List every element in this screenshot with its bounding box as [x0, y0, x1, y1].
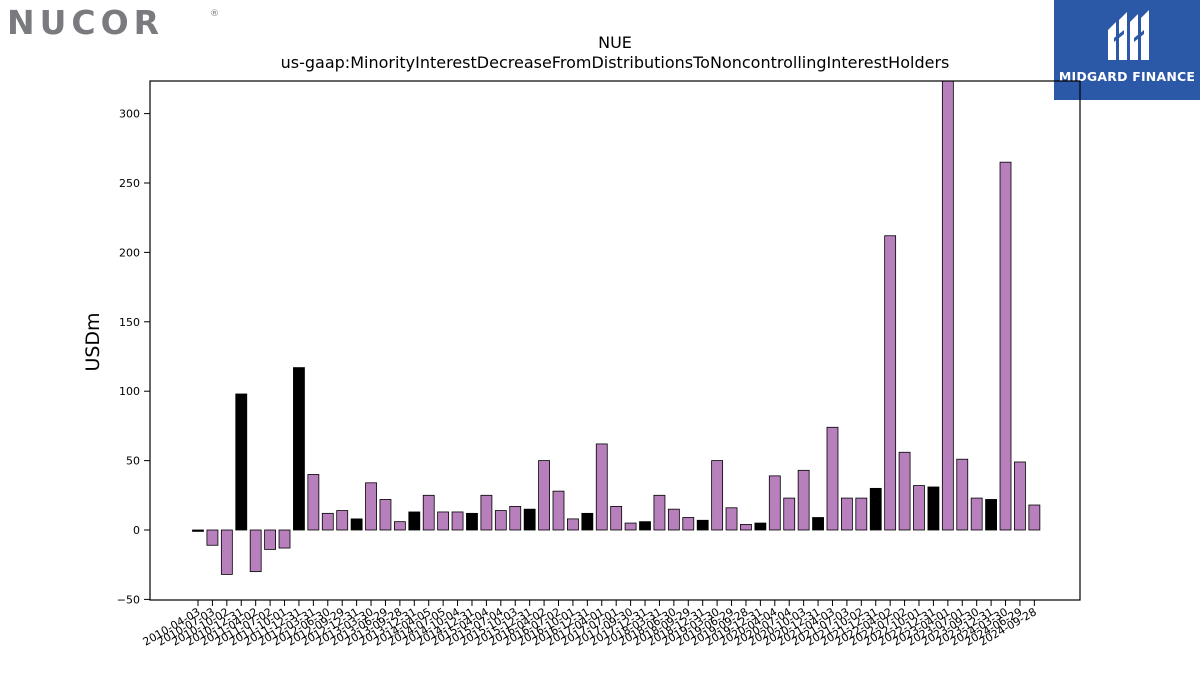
bar — [927, 486, 940, 531]
x-axis: 2010-04-032010-07-032010-10-022010-12-31… — [141, 600, 1039, 649]
y-tick-label: 250 — [119, 177, 140, 190]
bar — [725, 507, 738, 531]
bar — [494, 510, 507, 531]
bar — [220, 529, 233, 575]
bar — [639, 521, 651, 531]
bar — [768, 475, 781, 531]
y-tick-label: 150 — [119, 316, 140, 329]
y-tick-label: −50 — [117, 593, 140, 606]
bar — [667, 508, 680, 531]
nucor-logo-text: NUCOR — [7, 3, 164, 42]
bar — [624, 522, 637, 531]
bar — [451, 511, 464, 531]
bar — [826, 426, 839, 531]
bar — [999, 161, 1012, 531]
bar — [538, 460, 550, 531]
y-tick-label: 200 — [119, 246, 140, 259]
bar — [293, 367, 305, 531]
y-axis-label: USDm — [82, 312, 104, 371]
bar — [754, 522, 767, 531]
bar — [249, 529, 262, 573]
bar — [581, 512, 594, 531]
bar — [970, 497, 983, 531]
bar — [841, 497, 853, 531]
bar — [264, 529, 277, 550]
registered-mark: ® — [210, 9, 219, 19]
bar — [783, 497, 796, 531]
bar — [480, 494, 493, 531]
bar — [235, 393, 248, 531]
bar — [365, 482, 377, 531]
bar — [595, 443, 608, 531]
nucor-logo: NUCOR ® — [6, 2, 221, 42]
bar — [350, 518, 363, 531]
bar — [408, 511, 421, 531]
bar — [812, 517, 824, 531]
midgard-brand-text: MIDGARD FINANCE — [1058, 69, 1196, 84]
bar — [610, 505, 623, 531]
bar — [379, 499, 392, 531]
bar — [437, 511, 450, 531]
y-tick-label: 100 — [119, 385, 140, 398]
y-tick-label: 300 — [119, 108, 140, 121]
bar — [898, 451, 911, 531]
bar — [336, 510, 349, 531]
y-axis: −50 0 50 100 150 200 250 300 — [117, 108, 150, 606]
bar — [422, 494, 435, 531]
bar — [206, 529, 219, 546]
y-tick-label: 50 — [126, 455, 140, 468]
bar — [797, 469, 810, 531]
bar — [523, 508, 536, 531]
y-tick-label: 0 — [133, 524, 140, 537]
bar — [567, 518, 579, 531]
bar — [192, 529, 204, 532]
bar — [985, 499, 997, 531]
bar — [711, 460, 724, 531]
midgard-emblem-icon — [1108, 10, 1149, 60]
chart-title: NUE — [598, 33, 632, 52]
bar — [509, 505, 522, 531]
bar — [740, 524, 752, 531]
bar — [653, 494, 666, 531]
bar — [393, 521, 406, 531]
bar — [682, 517, 695, 531]
bar — [869, 487, 882, 531]
bar — [466, 512, 478, 531]
bar — [1028, 504, 1041, 531]
bar — [941, 80, 954, 531]
midgard-finance-logo: MIDGARD FINANCE — [1054, 0, 1200, 100]
bars-group — [192, 80, 1041, 575]
bar — [1014, 461, 1026, 531]
bar — [552, 490, 565, 531]
bar — [913, 485, 925, 531]
bar — [855, 497, 868, 531]
chart-subtitle: us-gaap:MinorityInterestDecreaseFromDist… — [281, 53, 950, 72]
bar — [884, 235, 897, 531]
bar — [278, 529, 291, 549]
plot-frame — [149, 80, 1081, 601]
bar — [321, 512, 334, 531]
bar — [696, 519, 709, 531]
bar — [307, 474, 320, 531]
bar — [956, 458, 969, 531]
